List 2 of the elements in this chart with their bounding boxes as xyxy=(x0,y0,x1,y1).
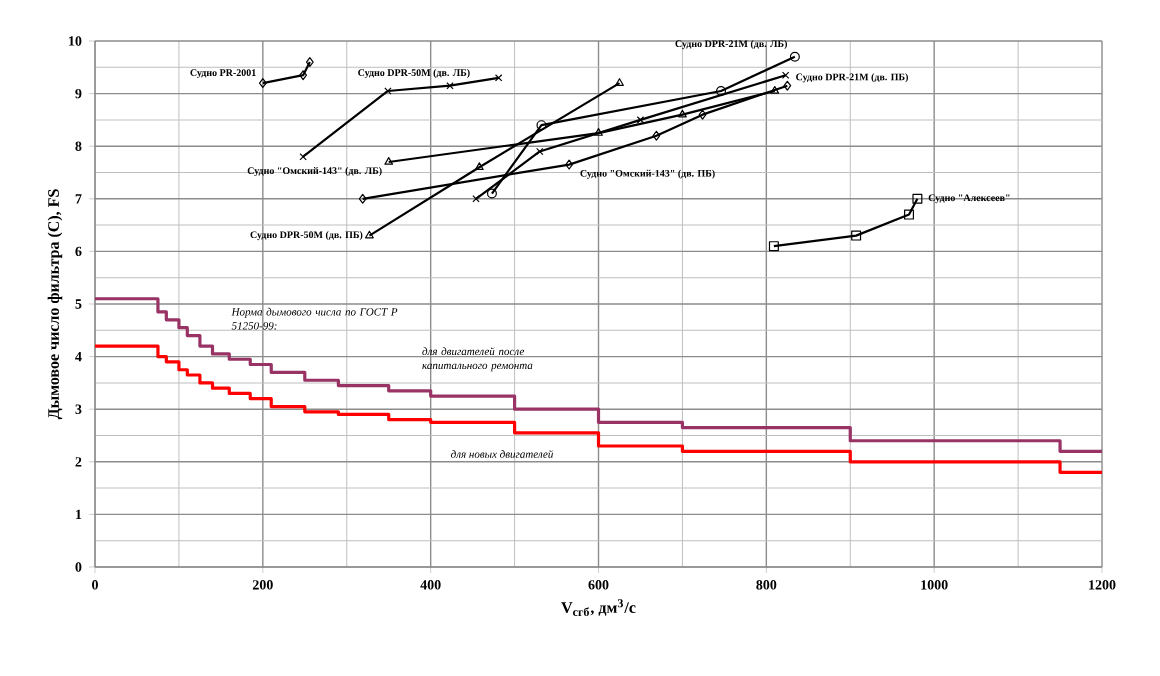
y-axis-title: Дымовое число фильтра (С), FS xyxy=(47,189,63,420)
x-axis-title: V$_{сгб}$, дм$^{3}$/с xyxy=(561,599,636,617)
